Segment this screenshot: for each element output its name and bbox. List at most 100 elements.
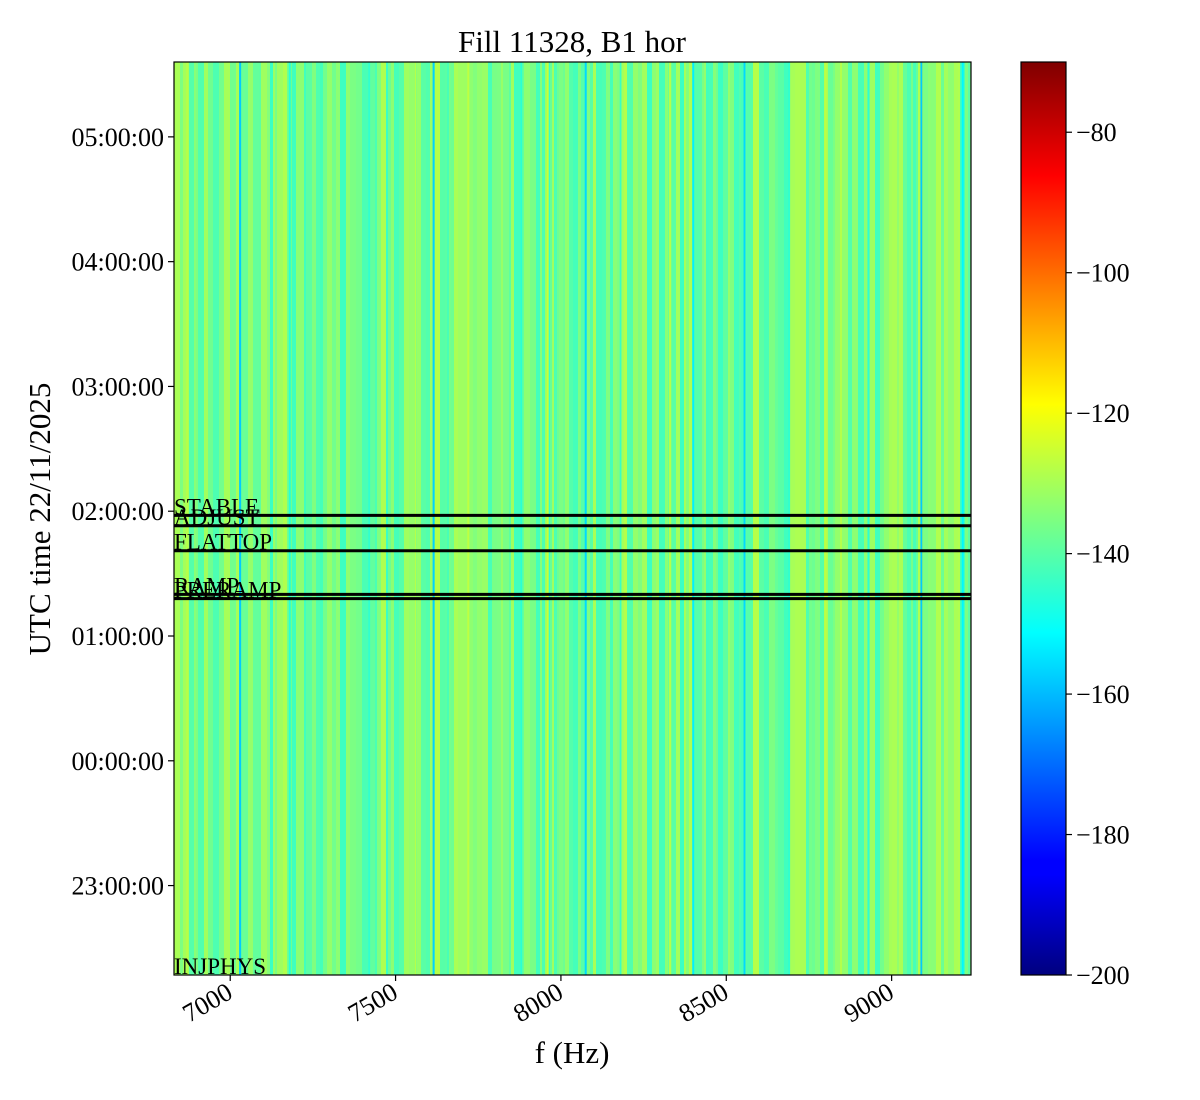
heatmap-stripe (277, 62, 283, 975)
heatmap-stripe (180, 62, 183, 975)
heatmap-stripe (468, 62, 473, 975)
heatmap-stripe (381, 62, 386, 975)
heatmap-stripe (501, 62, 503, 975)
heatmap-stripe (377, 62, 381, 975)
heatmap-stripe (936, 62, 941, 975)
heatmap-stripe (889, 62, 892, 975)
heatmap-stripe (812, 62, 815, 975)
heatmap-stripe (596, 62, 602, 975)
heatmap-stripe (718, 62, 723, 975)
heatmap-stripe (492, 62, 497, 975)
heatmap-stripe (593, 62, 596, 975)
heatmap-stripe (848, 62, 852, 975)
heatmap-stripe (336, 62, 340, 975)
heatmap-stripe (647, 62, 652, 975)
heatmap-stripe (809, 62, 812, 975)
heatmap-stripe (388, 62, 391, 975)
spectral-line (692, 62, 695, 975)
heatmap-stripe (652, 62, 656, 975)
heatmap-stripe (739, 62, 741, 975)
heatmap-stripe (840, 62, 842, 975)
heatmap-stripe (241, 62, 245, 975)
heatmap-stripe (944, 62, 948, 975)
heatmap-stripe (545, 62, 548, 975)
spectral-line (669, 62, 672, 975)
heatmap-stripe (259, 62, 261, 975)
heatmap-stripe (213, 62, 219, 975)
heatmap-stripe (672, 62, 676, 975)
y-tick-label: 23:00:00 (72, 872, 164, 901)
heatmap-stripe (627, 62, 633, 975)
heatmap-stripe (224, 62, 230, 975)
spectral-line (186, 62, 189, 975)
heatmap-stripe (923, 62, 928, 975)
event-label: PRERAMP (174, 578, 281, 603)
y-axis-label: UTC time 22/11/2025 (22, 383, 57, 656)
heatmap-stripe (769, 62, 775, 975)
heatmap-stripe (842, 62, 848, 975)
heatmap-stripe (323, 62, 327, 975)
heatmap-stripe (730, 62, 734, 975)
colorbar-gradient (1020, 61, 1067, 976)
colorbar-tick-label: −160 (1076, 680, 1130, 709)
heatmap-stripe (375, 62, 377, 975)
heatmap-stripe (304, 62, 306, 975)
heatmap-stripe (524, 62, 530, 975)
heatmap-stripe (578, 62, 581, 975)
heatmap-stripe (870, 62, 875, 975)
heatmap-stripe (497, 62, 501, 975)
heatmap-stripe (261, 62, 267, 975)
heatmap-stripe (312, 62, 316, 975)
x-axis-ticks: 7000 7500 8000 8500 9000 (178, 975, 899, 1028)
heatmap-stripe (530, 62, 536, 975)
heatmap-stripe (573, 62, 578, 975)
spectral-line (619, 62, 622, 975)
heatmap-stripe (833, 62, 835, 975)
heatmap-stripe (270, 62, 273, 975)
heatmap-stripe (426, 62, 430, 975)
heatmap-stripe (931, 62, 936, 975)
heatmap-stripe (540, 62, 542, 975)
colorbar-tick-label: −80 (1076, 118, 1117, 147)
heatmap-stripe (581, 62, 586, 975)
heatmap-stripe (245, 62, 248, 975)
heatmap-stripe (907, 62, 911, 975)
heatmap-stripe (386, 62, 388, 975)
heatmap-stripe (633, 62, 638, 975)
heatmap-stripe (208, 62, 213, 975)
heatmap-stripe (273, 62, 275, 975)
heatmap-stripe (941, 62, 944, 975)
colorbar-ticks: −80 −100 −120 −140 −160 −180 −200 (1066, 118, 1130, 990)
heatmap-stripe (747, 62, 753, 975)
heatmap-stripe (248, 62, 253, 975)
heatmap-stripe (482, 62, 488, 975)
heatmap-stripe (550, 62, 552, 975)
heatmap-stripe (880, 62, 884, 975)
heatmap-stripe (903, 62, 907, 975)
heatmap-stripe (764, 62, 769, 975)
y-tick-label: 04:00:00 (72, 248, 164, 277)
heatmap-stripe (656, 62, 659, 975)
heatmap-stripe (569, 62, 573, 975)
heatmap-stripe (911, 62, 913, 975)
heatmap-stripe (454, 62, 458, 975)
heatmap-stripe (449, 62, 451, 975)
heatmap-stripe (301, 62, 304, 975)
heatmap-stripe (884, 62, 889, 975)
heatmap-stripe (563, 62, 565, 975)
heatmap-stripe (458, 62, 464, 975)
heatmap-stripe (700, 62, 702, 975)
heatmap-stripe (702, 62, 704, 975)
x-tick-label: 8500 (674, 977, 734, 1028)
heatmap-stripe (624, 62, 627, 975)
heatmap-stripe (559, 62, 563, 975)
heatmap-stripe (728, 62, 730, 975)
x-tick-label: 9000 (839, 977, 899, 1028)
heatmap-stripe (316, 62, 320, 975)
heatmap-stripe (440, 62, 445, 975)
heatmap-stripe (716, 62, 718, 975)
colorbar-tick-label: −140 (1076, 540, 1130, 569)
spectral-line (414, 62, 417, 975)
heatmap-stripe (404, 62, 409, 975)
